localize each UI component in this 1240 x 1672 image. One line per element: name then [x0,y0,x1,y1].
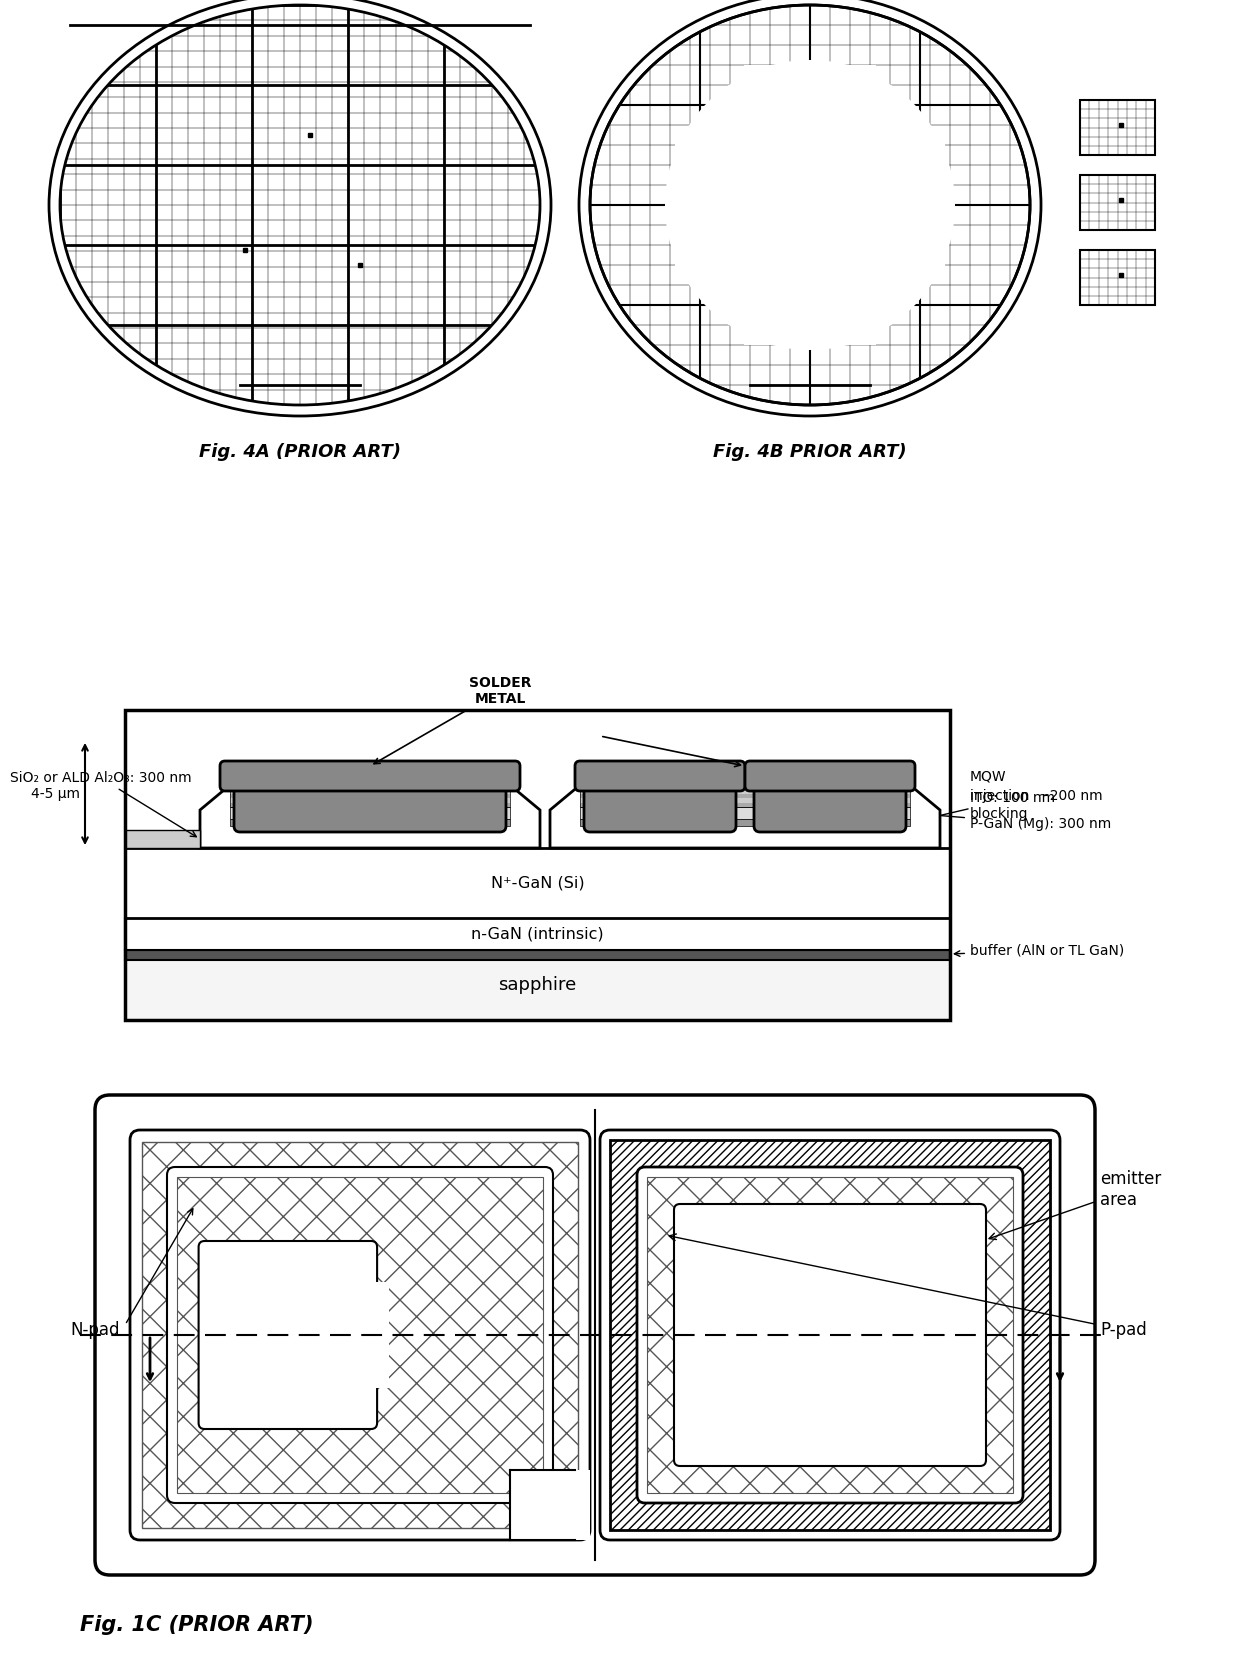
Ellipse shape [579,0,1042,416]
Text: SOLDER
METAL: SOLDER METAL [374,675,531,764]
Bar [125,950,950,960]
Text: Fig. 1C (PRIOR ART): Fig. 1C (PRIOR ART) [81,1615,314,1635]
Text: P-GaN (Mg): 300 nm: P-GaN (Mg): 300 nm [914,811,1111,831]
Bar [229,803,510,808]
Bar [125,829,200,848]
Bar [1080,100,1154,155]
Bar [580,784,910,789]
Text: Fig. 4A (PRIOR ART): Fig. 4A (PRIOR ART) [198,443,401,461]
Text: blocking: blocking [970,808,1028,821]
FancyBboxPatch shape [637,1167,1023,1503]
FancyBboxPatch shape [745,761,915,791]
Text: ITO: 100 nm: ITO: 100 nm [914,791,1055,823]
Bar [1080,251,1154,304]
Bar [1080,251,1154,304]
Text: n-GaN (intrinsic): n-GaN (intrinsic) [471,926,604,941]
Bar [125,918,950,950]
Bar [1080,100,1154,155]
FancyBboxPatch shape [130,1130,590,1540]
Text: SiO₂ or ALD Al₂O₃: 300 nm: SiO₂ or ALD Al₂O₃: 300 nm [10,771,196,836]
Polygon shape [200,784,539,848]
Text: MQW: MQW [970,769,1007,782]
Bar [1080,176,1154,231]
Bar [580,803,910,808]
Bar [580,819,910,826]
Ellipse shape [60,5,539,405]
Bar [229,784,510,789]
FancyBboxPatch shape [575,761,745,791]
FancyBboxPatch shape [754,776,906,833]
Text: N⁺-GaN (Si): N⁺-GaN (Si) [491,876,584,891]
Bar [580,808,910,819]
Bar [229,819,510,826]
Bar [510,1470,590,1540]
Text: P-pad: P-pad [670,1234,1147,1339]
Ellipse shape [50,0,551,416]
Bar [125,711,950,1020]
Bar [675,135,945,274]
Text: Fig. 4B PRIOR ART): Fig. 4B PRIOR ART) [713,443,906,461]
Text: sapphire: sapphire [498,976,577,993]
FancyBboxPatch shape [219,761,520,791]
Bar [229,808,510,819]
Bar [580,794,910,798]
Bar [580,789,910,794]
FancyBboxPatch shape [95,1095,1095,1575]
Text: N-pad: N-pad [71,1321,120,1339]
FancyBboxPatch shape [167,1167,553,1503]
FancyBboxPatch shape [675,1204,986,1466]
Bar [125,848,950,918]
Bar [296,1282,389,1388]
FancyBboxPatch shape [584,776,737,833]
Bar [647,1177,1013,1493]
Bar [580,784,910,808]
Text: injection  ~200 nm: injection ~200 nm [970,789,1102,803]
Bar [229,784,510,808]
Bar [229,789,510,794]
Text: emitter
area: emitter area [990,1170,1161,1239]
Bar [610,1140,1050,1530]
Text: buffer (AlN or TL GaN): buffer (AlN or TL GaN) [955,943,1125,956]
Bar [125,950,950,1020]
Bar [744,65,875,344]
Bar [229,794,510,798]
Ellipse shape [635,45,985,364]
Text: 4-5 μm: 4-5 μm [31,788,81,801]
Bar [229,798,510,803]
FancyBboxPatch shape [198,1241,377,1430]
Polygon shape [551,784,940,848]
Bar [177,1177,543,1493]
Bar [580,798,910,803]
Ellipse shape [590,5,1030,405]
FancyBboxPatch shape [234,776,506,833]
Bar [1080,176,1154,231]
Bar [143,1142,578,1528]
Ellipse shape [665,60,955,349]
